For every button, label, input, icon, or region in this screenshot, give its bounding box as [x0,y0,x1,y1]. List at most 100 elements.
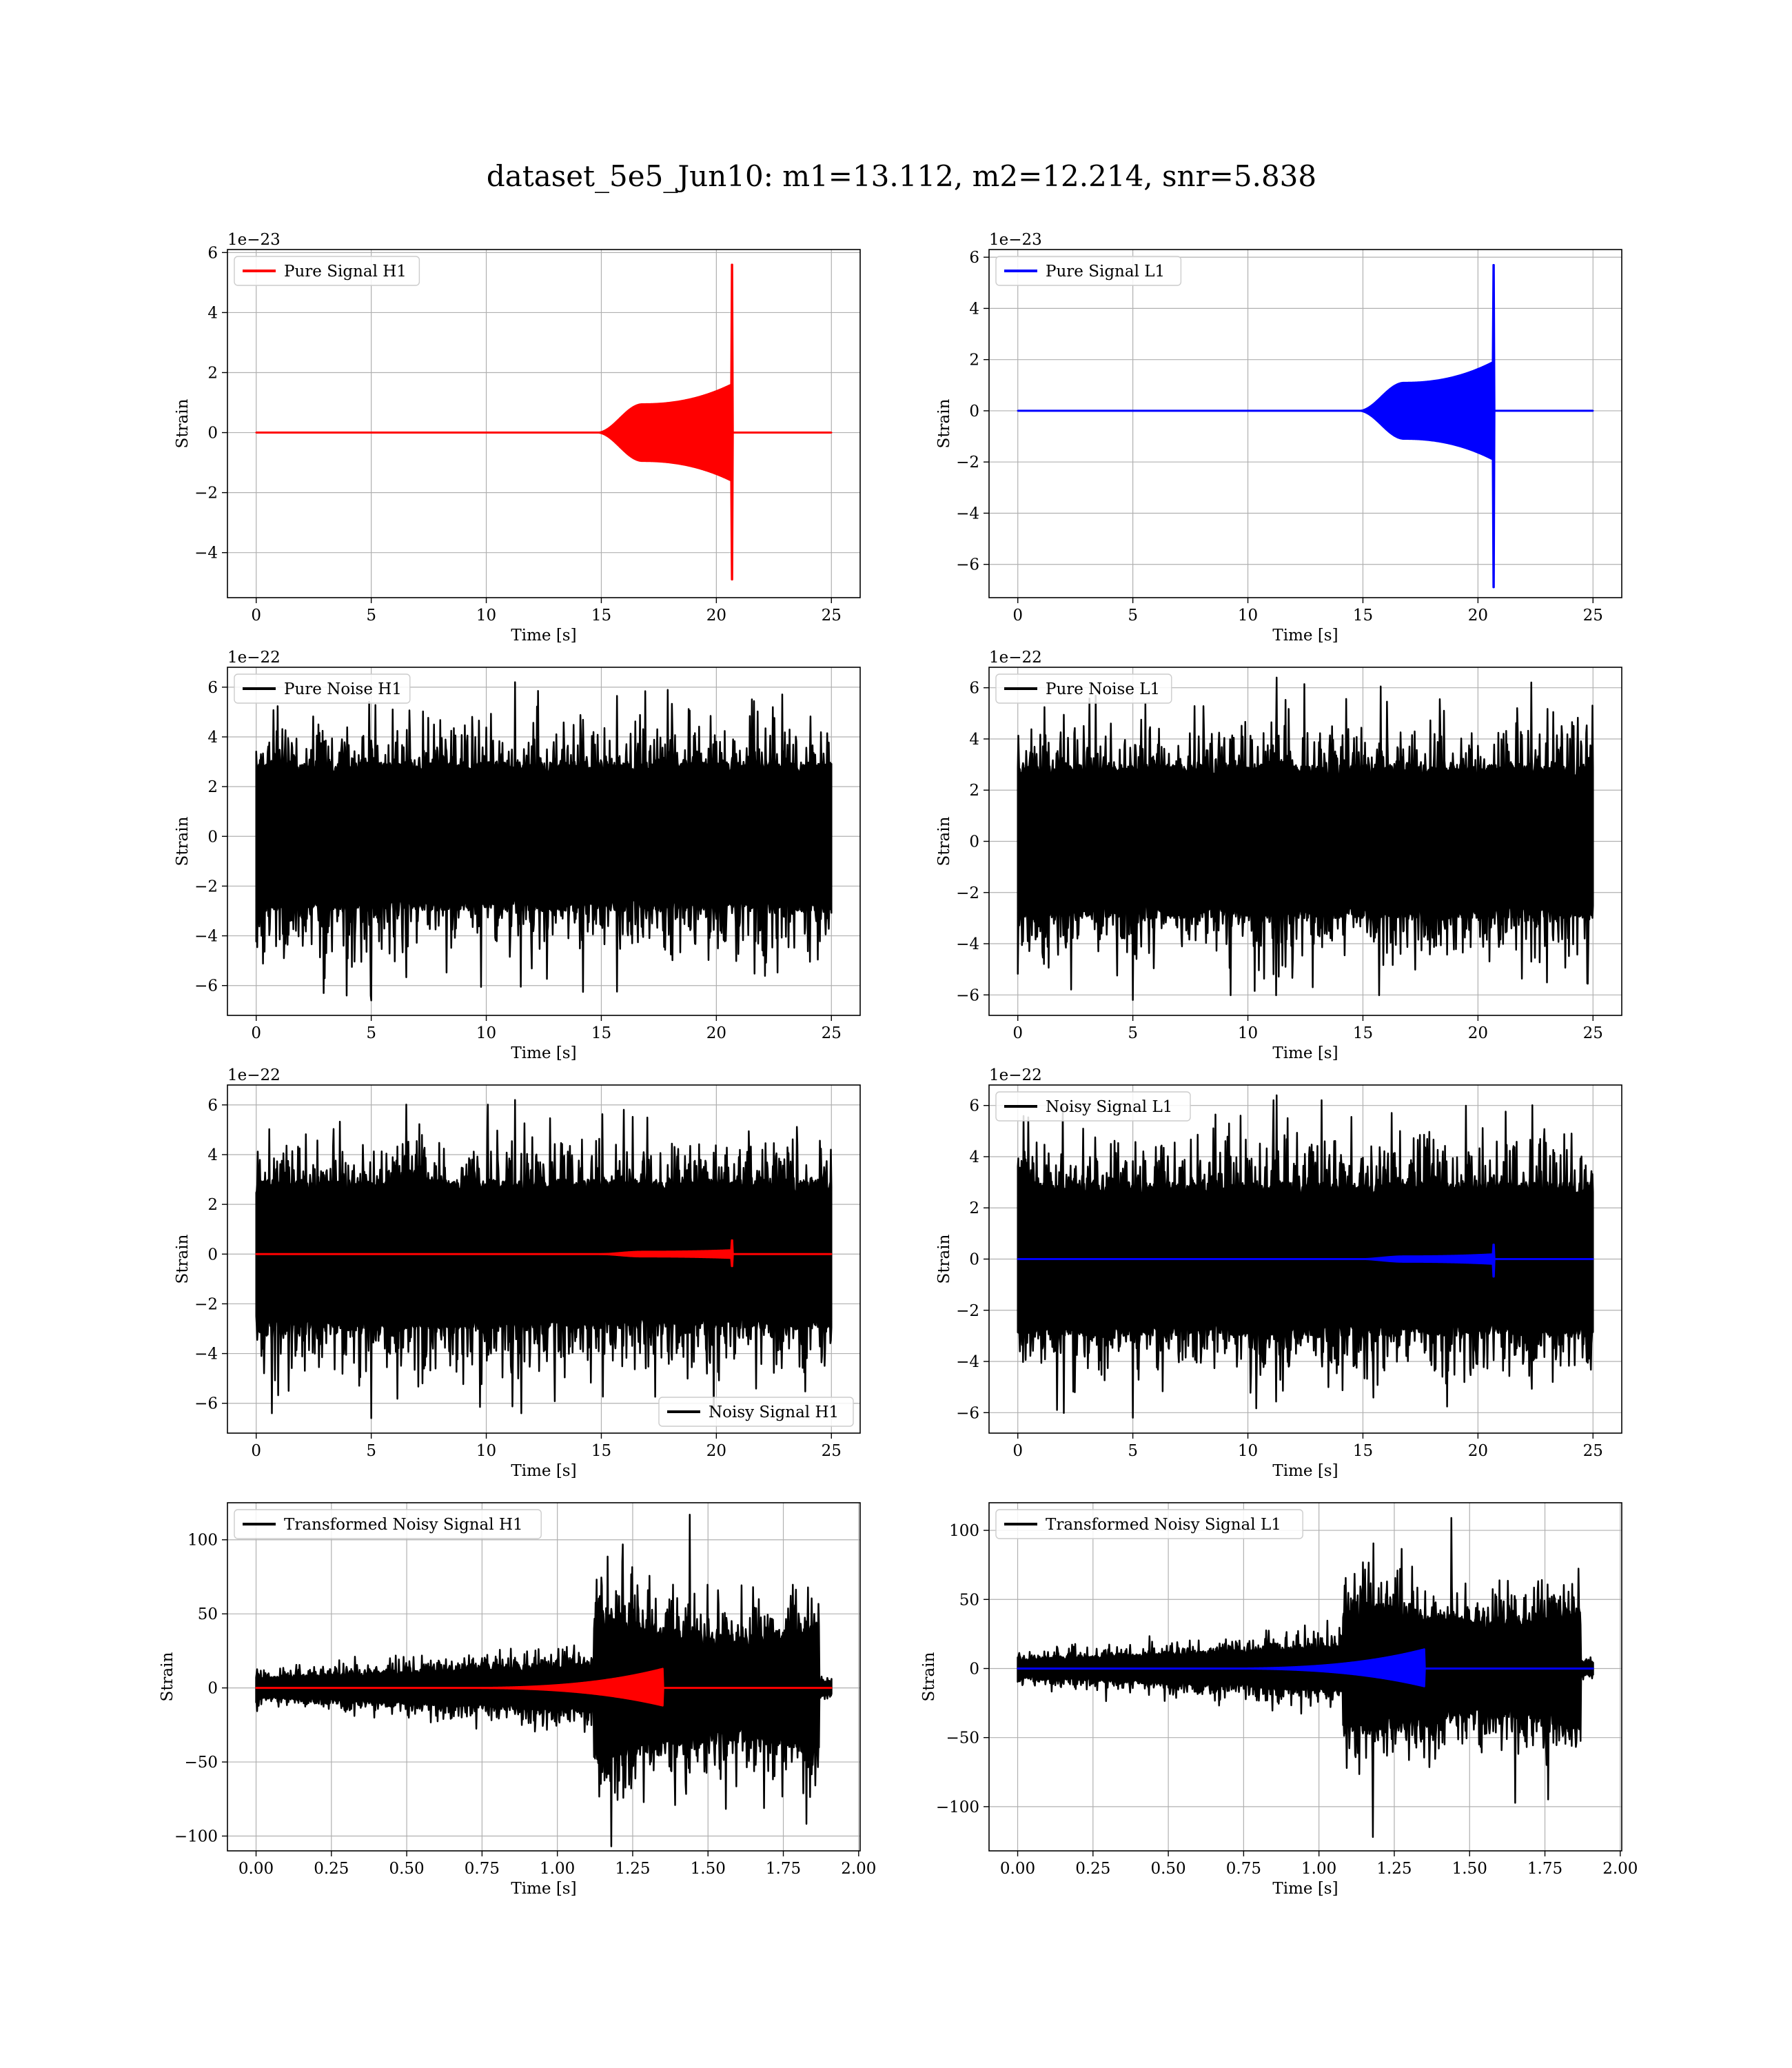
y-axis-label: Strain [174,816,192,866]
y-tick-label: −6 [956,556,979,574]
x-tick-label: 5 [366,607,376,625]
y-tick-label: 6 [969,680,979,698]
legend-frame [234,1509,542,1539]
transformed-noisy-signal-l1-panel: 0.00 0.25 0.50 0.75 1.00 1.25 1.50 1.75 2.00 −100… [920,1502,1638,1898]
legend-label: Noisy Signal L1 [1046,1098,1172,1116]
x-tick-label: 1.50 [691,1860,726,1878]
pure-noise-l1-legend: Pure Noise L1 [995,673,1172,704]
x-tick-label: 15 [1353,607,1373,625]
pure-noise-h1-panel: 0 5 10 15 20 25 −6 −4 −2 0 2 4 6 Time [s] Strain 1e−22P… [174,649,861,1062]
x-tick-label: 20 [1468,1442,1488,1460]
x-tick-label: 25 [1583,1024,1603,1042]
legend-label: Transformed Noisy Signal L1 [1046,1516,1281,1534]
pure-noise-l1-panel: 0 5 10 15 20 25 −6 −4 −2 0 2 4 6 Time [s] Strain 1e−22P… [935,649,1622,1062]
x-tick-label: 20 [1468,607,1488,625]
y-tick-label: −2 [956,884,979,902]
legend-label: Transformed Noisy Signal H1 [284,1516,523,1534]
transformed-noisy-signal-l1-y-ticks: −100 −50 0 50 100 [936,1522,989,1816]
noisy-signal-h1-legend: Noisy Signal H1 [658,1397,854,1427]
x-tick-label: 1.25 [1376,1860,1412,1878]
x-tick-label: 20 [706,1442,726,1460]
transformed-noisy-signal-l1-x-ticks: 0.00 0.25 0.50 0.75 1.00 1.25 1.50 1.75 2.00 [1000,1851,1638,1878]
y-tick-label: −100 [174,1828,218,1846]
legend-frame [995,256,1182,286]
transformed-noisy-signal-h1-x-ticks: 0.00 0.25 0.50 0.75 1.00 1.25 1.50 1.75 2.00 [238,1851,876,1878]
pure-signal-l1-y-ticks: −6 −4 −2 0 2 4 6 [956,249,989,574]
x-tick-label: 1.00 [1301,1860,1336,1878]
pure-noise-l1-series [1017,676,1594,1001]
y-tick-label: 2 [969,352,979,369]
x-tick-label: 0.75 [1226,1860,1261,1878]
noisy-signal-l1-series [1017,1094,1594,1419]
legend-frame [234,256,420,286]
y-tick-label: −4 [956,505,979,523]
x-axis-label: Time [s] [511,1044,576,1062]
legend-label: Pure Signal H1 [284,263,407,281]
noisy-signal-h1-x-ticks: 0 5 10 15 20 25 [251,1433,842,1460]
y-axis-label: Strain [935,398,953,448]
y-tick-label: 2 [207,364,218,382]
y-tick-label: 2 [207,1196,218,1214]
noisy-signal-h1-series [255,1099,833,1419]
noisy-signal-h1-data [255,1099,833,1419]
noisy-signal-h1-y-ticks: −6 −4 −2 0 2 4 6 [194,1097,227,1413]
figure-title: dataset_5e5_Jun10: m1=13.112, m2=12.214,… [487,159,1316,193]
transformed-noisy-signal-h1-panel: 0.00 0.25 0.50 0.75 1.00 1.25 1.50 1.75 2.00 −100… [159,1502,876,1898]
pure-noise-l1-data [1017,676,1594,1001]
y-tick-label: 50 [959,1591,979,1609]
x-tick-label: 25 [822,1024,842,1042]
y-axis-label: Strain [174,1234,192,1284]
pure-signal-h1-panel: 0 5 10 15 20 25 −4 −2 0 2 4 6 Time [s] Strain 1e−23Pur… [174,231,861,645]
y-offset-label: 1e−22 [227,1066,281,1084]
transformed-noisy-signal-h1-y-ticks: −100 −50 0 50 100 [174,1532,227,1846]
y-tick-label: −6 [956,986,979,1004]
pure-noise-l1-y-ticks: −6 −4 −2 0 2 4 6 [956,680,989,1004]
x-axis-label: Time [s] [511,1880,576,1898]
y-tick-label: −4 [194,545,218,562]
x-tick-label: 15 [591,1024,611,1042]
x-tick-label: 0.75 [465,1860,500,1878]
transformed-noisy-signal-h1-frame [227,1502,861,1852]
x-tick-label: 5 [366,1442,376,1460]
pure-signal-l1-legend: Pure Signal L1 [995,256,1182,286]
x-tick-label: 0.50 [389,1860,424,1878]
x-tick-label: 0 [1012,1024,1023,1042]
x-tick-label: 10 [476,1024,496,1042]
legend-label: Pure Signal L1 [1046,263,1165,281]
y-offset-label: 1e−22 [989,649,1042,667]
noisy-signal-l1-x-ticks: 0 5 10 15 20 25 [1012,1433,1603,1460]
y-offset-label: 1e−23 [989,231,1042,249]
y-tick-label: 6 [207,1097,218,1115]
x-tick-label: 0 [251,1024,261,1042]
y-tick-label: −4 [956,935,979,953]
y-tick-label: 0 [207,1680,218,1698]
transformed-noisy-signal-l1-legend: Transformed Noisy Signal L1 [995,1509,1303,1539]
x-tick-label: 10 [476,1442,496,1460]
x-tick-label: 10 [1238,607,1258,625]
x-tick-label: 10 [1238,1024,1258,1042]
x-axis-label: Time [s] [1272,1880,1338,1898]
pure-signal-h1-y-ticks: −4 −2 0 2 4 6 [194,244,227,562]
y-tick-label: −4 [194,1346,218,1364]
x-tick-label: 25 [1583,1442,1603,1460]
y-tick-label: −2 [194,485,218,503]
pure-signal-h1-legend: Pure Signal H1 [234,256,420,286]
noisy-signal-l1-y-ticks: −6 −4 −2 0 2 4 6 [956,1097,989,1422]
pure-noise-h1-frame [227,667,861,1016]
legend-frame [234,673,411,704]
noisy-signal-l1-panel: 0 5 10 15 20 25 −6 −4 −2 0 2 4 6 Time [s] Strain 1e−22N… [935,1066,1622,1480]
x-axis-label: Time [s] [1272,1044,1338,1062]
y-tick-label: 0 [207,828,218,846]
y-tick-label: −2 [956,1302,979,1320]
legend-label: Pure Noise L1 [1046,680,1160,698]
y-tick-label: 0 [969,1660,979,1678]
x-tick-label: 15 [591,1442,611,1460]
y-tick-label: 6 [969,249,979,267]
y-offset-label: 1e−22 [227,649,281,667]
y-tick-label: 0 [969,403,979,420]
pure-signal-l1-frame [988,249,1622,598]
x-tick-label: 25 [1583,607,1603,625]
legend-frame [995,1091,1191,1122]
y-tick-label: 100 [949,1522,979,1540]
y-tick-label: −2 [194,1295,218,1313]
